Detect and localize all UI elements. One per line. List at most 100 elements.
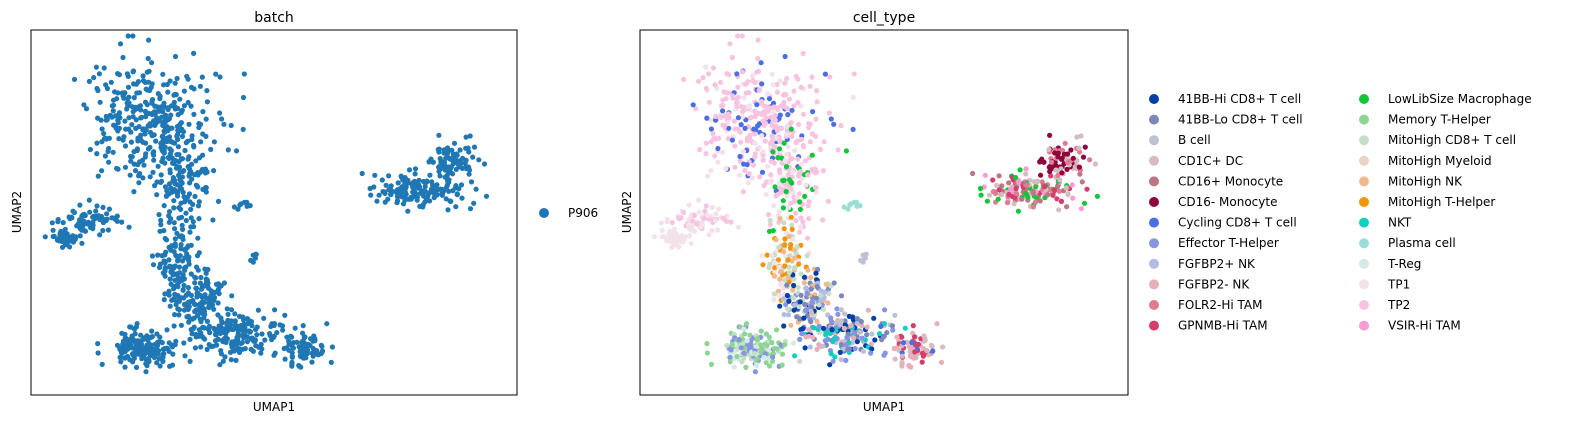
scatter-point	[1006, 191, 1012, 198]
scatter-point	[149, 349, 155, 356]
scatter-point	[758, 342, 764, 348]
scatter-point	[150, 169, 156, 175]
legend-marker	[1149, 217, 1159, 228]
scatter-point	[821, 289, 828, 295]
scatter-point	[225, 147, 231, 153]
scatter-point	[177, 253, 183, 259]
scatter-point	[813, 270, 819, 276]
scatter-point	[1034, 179, 1040, 185]
scatter-point	[769, 253, 775, 259]
scatter-point	[210, 343, 216, 349]
scatter-point	[908, 364, 914, 370]
scatter-point	[810, 334, 816, 340]
scatter-point	[199, 166, 205, 173]
scatter-point	[151, 149, 157, 155]
scatter-point	[1077, 171, 1083, 177]
scatter-point	[770, 228, 776, 234]
scatter-point	[272, 307, 278, 313]
legend-label: NKT	[1388, 216, 1412, 230]
scatter-point	[1062, 140, 1068, 146]
scatter-point	[676, 216, 682, 222]
scatter-point	[133, 81, 139, 87]
scatter-point	[395, 180, 401, 186]
scatter-point	[790, 287, 796, 293]
scatter-point	[770, 354, 776, 360]
legend-label: CD1C+ DC	[1178, 154, 1243, 168]
scatter-point	[382, 190, 388, 196]
scatter-point	[784, 292, 791, 299]
scatter-point	[247, 203, 253, 209]
cell-type-legend: 41BB-Hi CD8+ T cell 41BB-Lo CD8+ T cell B …	[1149, 92, 1532, 333]
scatter-point	[1050, 192, 1056, 198]
scatter-point	[665, 235, 671, 241]
scatter-point	[771, 104, 777, 110]
scatter-point	[172, 140, 178, 146]
scatter-point	[188, 215, 194, 221]
scatter-point	[231, 204, 237, 210]
scatter-point	[701, 215, 707, 221]
scatter-point	[49, 220, 55, 226]
scatter-point	[56, 235, 62, 241]
scatter-point	[708, 168, 714, 174]
legend-label: Effector T-Helper	[1178, 236, 1279, 250]
scatter-point	[806, 333, 812, 339]
scatter-point	[147, 121, 153, 127]
scatter-point	[153, 138, 159, 144]
scatter-point	[700, 75, 706, 81]
scatter-point	[778, 103, 784, 109]
scatter-point	[395, 191, 402, 198]
scatter-point	[171, 296, 177, 302]
cell-type-y-label: UMAP2	[620, 191, 634, 233]
scatter-point	[122, 118, 128, 124]
scatter-point	[703, 203, 709, 209]
scatter-point	[155, 342, 161, 349]
scatter-point	[171, 198, 177, 204]
scatter-point	[131, 149, 137, 155]
scatter-point	[996, 187, 1002, 193]
scatter-point	[177, 177, 183, 183]
legend-label: T-Reg	[1387, 257, 1421, 271]
scatter-point	[177, 270, 183, 276]
scatter-point	[58, 228, 64, 234]
scatter-point	[200, 334, 206, 340]
scatter-point	[93, 64, 99, 70]
scatter-point	[166, 181, 173, 187]
scatter-point	[412, 190, 418, 196]
scatter-point	[95, 173, 101, 179]
scatter-point	[466, 149, 472, 155]
scatter-point	[280, 327, 286, 333]
scatter-point	[408, 196, 414, 202]
scatter-point	[734, 100, 740, 106]
scatter-point	[131, 189, 137, 195]
scatter-point	[763, 331, 770, 337]
scatter-point	[780, 198, 786, 204]
scatter-point	[827, 74, 833, 80]
scatter-point	[1054, 184, 1061, 190]
scatter-point	[854, 321, 861, 327]
scatter-point	[55, 219, 61, 225]
scatter-point	[752, 114, 758, 120]
scatter-point	[915, 341, 922, 347]
scatter-point	[152, 122, 158, 128]
scatter-point	[791, 103, 797, 109]
scatter-point	[920, 353, 927, 359]
scatter-point	[161, 297, 167, 303]
scatter-point	[807, 121, 813, 127]
scatter-point	[738, 139, 744, 145]
scatter-point	[466, 164, 472, 170]
scatter-point	[802, 301, 808, 308]
scatter-point	[674, 237, 680, 243]
scatter-point	[175, 105, 181, 112]
scatter-point	[851, 199, 858, 205]
scatter-point	[729, 341, 735, 347]
scatter-point	[103, 135, 109, 141]
scatter-point	[405, 180, 411, 186]
scatter-point	[318, 342, 324, 348]
scatter-point	[843, 342, 849, 348]
scatter-point	[788, 126, 794, 132]
scatter-point	[1017, 167, 1023, 173]
scatter-point	[162, 265, 168, 271]
scatter-point	[181, 282, 187, 289]
scatter-point	[122, 164, 129, 170]
scatter-point	[451, 140, 458, 146]
